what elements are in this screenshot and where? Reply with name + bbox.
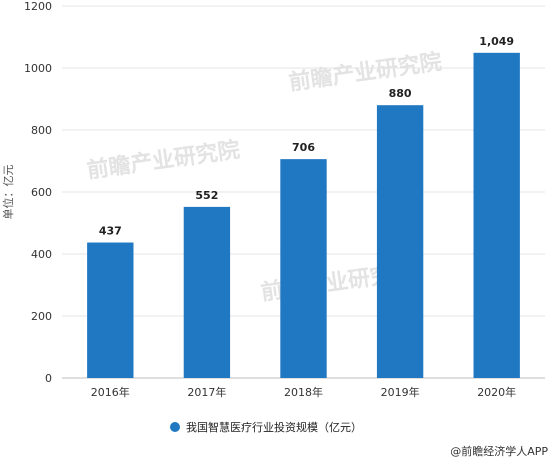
bars (87, 52, 520, 379)
y-axis-ticks: 0 200 400 600 800 1000 1200 (24, 0, 52, 385)
legend: 我国智慧医疗行业投资规模（亿元） (170, 420, 362, 434)
bar (473, 52, 520, 379)
y-tick-label: 0 (45, 372, 52, 385)
bar (183, 206, 231, 378)
x-tick-label: 2017年 (187, 385, 226, 399)
watermark-text: 前瞻产业研究院 (85, 137, 241, 184)
legend-swatch (170, 422, 180, 432)
gridlines (62, 5, 545, 317)
x-tick-label: 2020年 (477, 385, 516, 399)
watermark-text: 前瞻产业研究院 (287, 49, 443, 96)
bar-value-label: 706 (292, 141, 315, 154)
data-labels: 437 552 706 880 1,049 (99, 35, 514, 238)
x-tick-label: 2019年 (381, 385, 420, 399)
x-axis-ticks: 2016年 2017年 2018年 2019年 2020年 (91, 385, 516, 399)
y-tick-label: 600 (31, 186, 52, 199)
y-tick-label: 800 (31, 124, 52, 137)
bar (376, 105, 424, 378)
bar-value-label: 880 (389, 87, 412, 100)
y-tick-label: 1200 (24, 0, 52, 13)
bar-value-label: 437 (99, 225, 122, 238)
y-tick-label: 200 (31, 310, 52, 323)
source-credit: @前瞻经济学人APP (450, 444, 548, 458)
bar-value-label: 552 (195, 189, 218, 202)
bar (87, 242, 134, 378)
y-tick-label: 1000 (24, 62, 52, 75)
legend-label: 我国智慧医疗行业投资规模（亿元） (186, 420, 362, 434)
bar (280, 159, 327, 378)
y-axis-label: 单位：亿元 (1, 165, 15, 220)
x-tick-label: 2018年 (284, 385, 323, 399)
x-tick-label: 2016年 (91, 385, 130, 399)
y-tick-label: 400 (31, 248, 52, 261)
bar-value-label: 1,049 (479, 35, 514, 48)
